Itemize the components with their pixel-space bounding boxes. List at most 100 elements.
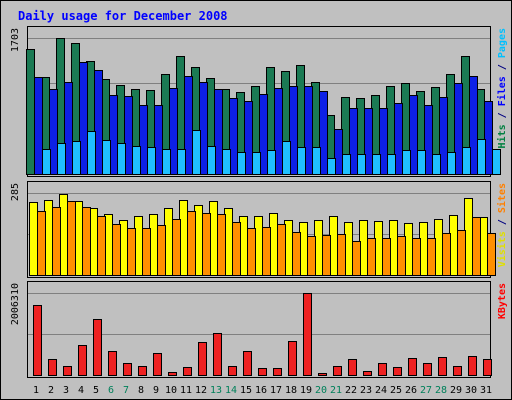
x-label-day-11: 11 (180, 385, 192, 396)
bar-sites-day-5 (97, 216, 106, 276)
bar-files-day-22 (349, 108, 358, 175)
bar-sites-day-29 (457, 230, 466, 276)
legend-sites: Sites (496, 183, 508, 213)
bar-pages-day-4 (87, 131, 96, 175)
bar-kbytes-day-2 (48, 359, 57, 376)
bar-kbytes-day-19 (303, 293, 312, 376)
bar-sites-day-10 (172, 219, 181, 276)
bar-sites-day-11 (187, 211, 196, 276)
x-label-day-30: 30 (465, 385, 477, 396)
x-label-day-28: 28 (435, 385, 447, 396)
bar-sites-day-27 (427, 238, 436, 276)
x-label-day-17: 17 (270, 385, 282, 396)
bar-files-day-6 (109, 95, 118, 175)
bar-kbytes-day-7 (123, 363, 132, 376)
panel-hits-files-pages: 1703 Hits / Files / Pages (10, 26, 508, 177)
bar-sites-day-4 (82, 207, 91, 276)
x-label-day-31: 31 (480, 385, 492, 396)
panel-visits-sites: 285 Visits / Sites (10, 181, 508, 278)
bar-sites-day-8 (142, 228, 151, 276)
x-label-day-15: 15 (240, 385, 252, 396)
legend-pages: Pages (497, 28, 508, 58)
bar-kbytes-day-16 (258, 368, 267, 376)
x-label-day-18: 18 (285, 385, 297, 396)
bar-pages-day-29 (462, 147, 471, 175)
legend-visits: Visits (496, 231, 508, 267)
bar-files-day-16 (259, 94, 268, 175)
bar-pages-day-23 (372, 154, 381, 175)
bar-files-day-14 (229, 98, 238, 175)
bar-pages-day-6 (117, 143, 126, 175)
bar-pages-day-26 (417, 150, 426, 175)
bar-sites-day-16 (262, 227, 271, 276)
bar-sites-day-31 (487, 233, 496, 276)
bar-pages-day-24 (387, 154, 396, 175)
bar-sites-day-2 (52, 207, 61, 276)
x-label-day-19: 19 (300, 385, 312, 396)
bar-files-day-19 (304, 86, 313, 175)
bar-kbytes-day-14 (228, 366, 237, 376)
bar-kbytes-day-26 (408, 358, 417, 376)
bar-pages-day-31 (492, 149, 501, 175)
bar-files-day-17 (274, 88, 283, 175)
bar-pages-day-7 (132, 146, 141, 175)
bar-files-day-7 (124, 96, 133, 175)
bar-kbytes-day-25 (393, 367, 402, 376)
bar-pages-day-1 (42, 149, 51, 175)
x-label-day-25: 25 (390, 385, 402, 396)
bar-pages-day-20 (327, 158, 336, 175)
bar-pages-day-3 (72, 141, 81, 175)
bar-kbytes-day-11 (183, 367, 192, 376)
bar-pages-day-8 (147, 147, 156, 175)
legend-separator: / (497, 58, 508, 76)
bar-kbytes-day-28 (438, 357, 447, 376)
bar-pages-day-21 (342, 154, 351, 175)
x-label-day-26: 26 (405, 385, 417, 396)
bar-kbytes-day-27 (423, 363, 432, 376)
bar-files-day-25 (394, 103, 403, 175)
x-label-day-22: 22 (345, 385, 357, 396)
bar-kbytes-day-4 (78, 345, 87, 376)
bar-sites-day-24 (382, 238, 391, 276)
y-max-label: 1703 (10, 28, 21, 52)
bar-sites-day-26 (412, 238, 421, 276)
bar-sites-day-22 (352, 241, 361, 276)
bar-sites-day-28 (442, 233, 451, 276)
bar-pages-day-2 (57, 143, 66, 175)
bar-files-day-29 (454, 83, 463, 175)
x-label-day-12: 12 (195, 385, 207, 396)
bar-sites-day-15 (247, 228, 256, 276)
x-label-day-8: 8 (138, 385, 144, 396)
bar-sites-day-9 (157, 225, 166, 276)
bar-sites-day-18 (292, 232, 301, 276)
bar-pages-day-28 (447, 152, 456, 175)
bar-files-day-10 (169, 88, 178, 175)
bar-pages-day-22 (357, 154, 366, 175)
bar-kbytes-day-5 (93, 319, 102, 376)
bar-pages-day-15 (252, 152, 261, 175)
series-legend: KBytes (497, 283, 508, 319)
legend-separator: / (497, 106, 508, 124)
bar-kbytes-day-18 (288, 341, 297, 376)
series-legend: Hits / Files / Pages (496, 28, 508, 148)
legend-files: Files (496, 76, 508, 106)
x-label-day-20: 20 (315, 385, 327, 396)
bar-pages-day-11 (192, 130, 201, 175)
bar-files-day-12 (199, 82, 208, 175)
x-label-day-10: 10 (165, 385, 177, 396)
bar-pages-day-5 (102, 140, 111, 175)
bar-pages-day-10 (177, 149, 186, 175)
bar-pages-day-9 (162, 149, 171, 175)
x-axis-labels: 1 2 3 4 5 6 7 8 9 10 11 12 13 14 15 16 17 18 19 20 21 22 23 24 2… (33, 385, 492, 396)
x-label-day-4: 4 (78, 385, 84, 396)
x-label-day-29: 29 (450, 385, 462, 396)
bar-files-day-13 (214, 89, 223, 175)
x-label-day-7: 7 (123, 385, 129, 396)
bar-sites-day-12 (202, 213, 211, 276)
bar-files-day-28 (439, 97, 448, 175)
bar-pages-day-25 (402, 150, 411, 175)
x-label-day-27: 27 (420, 385, 432, 396)
bar-kbytes-day-15 (243, 351, 252, 376)
bar-kbytes-day-10 (168, 372, 177, 376)
